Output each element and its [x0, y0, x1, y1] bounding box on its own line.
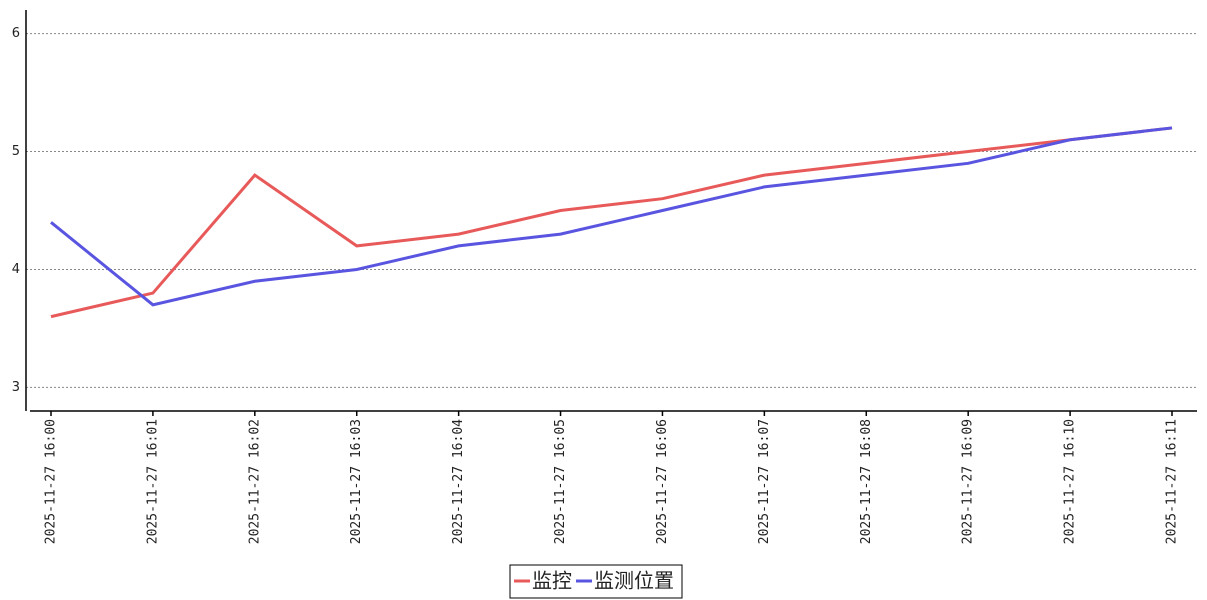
legend-label: 监控 — [532, 569, 572, 593]
y-tick-label: 5 — [12, 144, 20, 159]
x-tick-label: 2025-11-27 16:09 — [961, 419, 976, 544]
x-tick-label: 2025-11-27 16:02 — [247, 419, 262, 544]
x-tick-label: 2025-11-27 16:01 — [145, 419, 160, 544]
y-tick-label: 4 — [12, 262, 20, 277]
x-tick-label: 2025-11-27 16:03 — [349, 419, 364, 544]
x-tick-label: 2025-11-27 16:06 — [655, 419, 670, 544]
series-line — [50, 126, 1173, 319]
x-tick-label: 2025-11-27 16:11 — [1165, 419, 1180, 544]
x-tick-label: 2025-11-27 16:00 — [44, 419, 59, 544]
legend-label: 监测位置 — [594, 569, 674, 593]
y-tick-label: 3 — [12, 380, 20, 395]
series-line — [50, 126, 1173, 307]
legend: 监控 监测位置 — [509, 564, 683, 599]
x-tick-label: 2025-11-27 16:05 — [553, 419, 568, 544]
x-tick-label: 2025-11-27 16:04 — [451, 419, 466, 544]
x-tick-label: 2025-11-27 16:10 — [1063, 419, 1078, 544]
x-tick-label: 2025-11-27 16:07 — [757, 419, 772, 544]
x-tick-label: 2025-11-27 16:08 — [859, 419, 874, 544]
legend-box — [509, 564, 683, 599]
y-tick-label: 6 — [12, 26, 20, 41]
